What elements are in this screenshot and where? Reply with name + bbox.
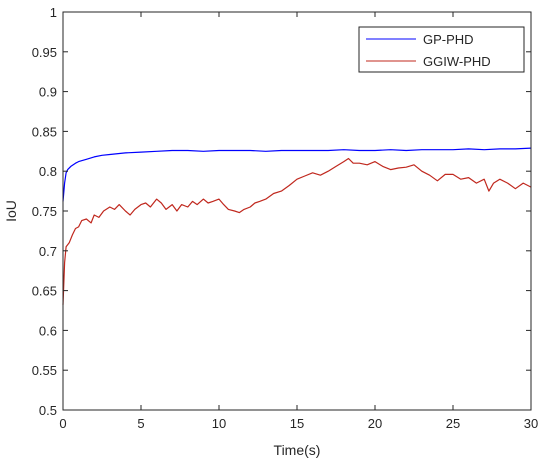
x-tick-label: 5 xyxy=(137,416,144,431)
legend-label-ggiw-phd: GGIW-PHD xyxy=(423,54,491,69)
y-tick-label: 0.65 xyxy=(32,284,57,299)
legend-box xyxy=(358,26,525,73)
x-axis-label: Time(s) xyxy=(274,442,321,458)
ticks-layer xyxy=(62,11,532,411)
y-axis-label: IoU xyxy=(3,200,19,222)
legend: GP-PHD GGIW-PHD xyxy=(358,26,525,73)
y-tick-label: 0.95 xyxy=(32,45,57,60)
y-tick-label: 0.6 xyxy=(39,323,57,338)
tick-labels-layer: 0 5 10 15 20 25 30 0.5 0.55 0.6 0.65 0.7 0.75 0.8 0.85… xyxy=(32,5,539,431)
series-layer xyxy=(62,147,532,305)
x-tick-label: 20 xyxy=(368,416,382,431)
y-tick-label: 0.9 xyxy=(39,85,57,100)
series-line-ggiw-phd xyxy=(62,157,532,305)
plot-area xyxy=(63,12,531,410)
y-tick-label: 0.75 xyxy=(32,204,57,219)
series-line-gp-phd xyxy=(62,147,532,202)
legend-label-gp-phd: GP-PHD xyxy=(423,32,474,47)
y-tick-label: 1 xyxy=(50,5,57,20)
y-tick-label: 0.8 xyxy=(39,164,57,179)
x-tick-label: 10 xyxy=(212,416,226,431)
x-tick-label: 25 xyxy=(446,416,460,431)
x-tick-label: 15 xyxy=(290,416,304,431)
y-tick-label: 0.55 xyxy=(32,363,57,378)
x-tick-label: 0 xyxy=(59,416,66,431)
y-tick-label: 0.5 xyxy=(39,403,57,418)
y-tick-label: 0.7 xyxy=(39,244,57,259)
y-tick-label: 0.85 xyxy=(32,124,57,139)
x-tick-label: 30 xyxy=(524,416,538,431)
